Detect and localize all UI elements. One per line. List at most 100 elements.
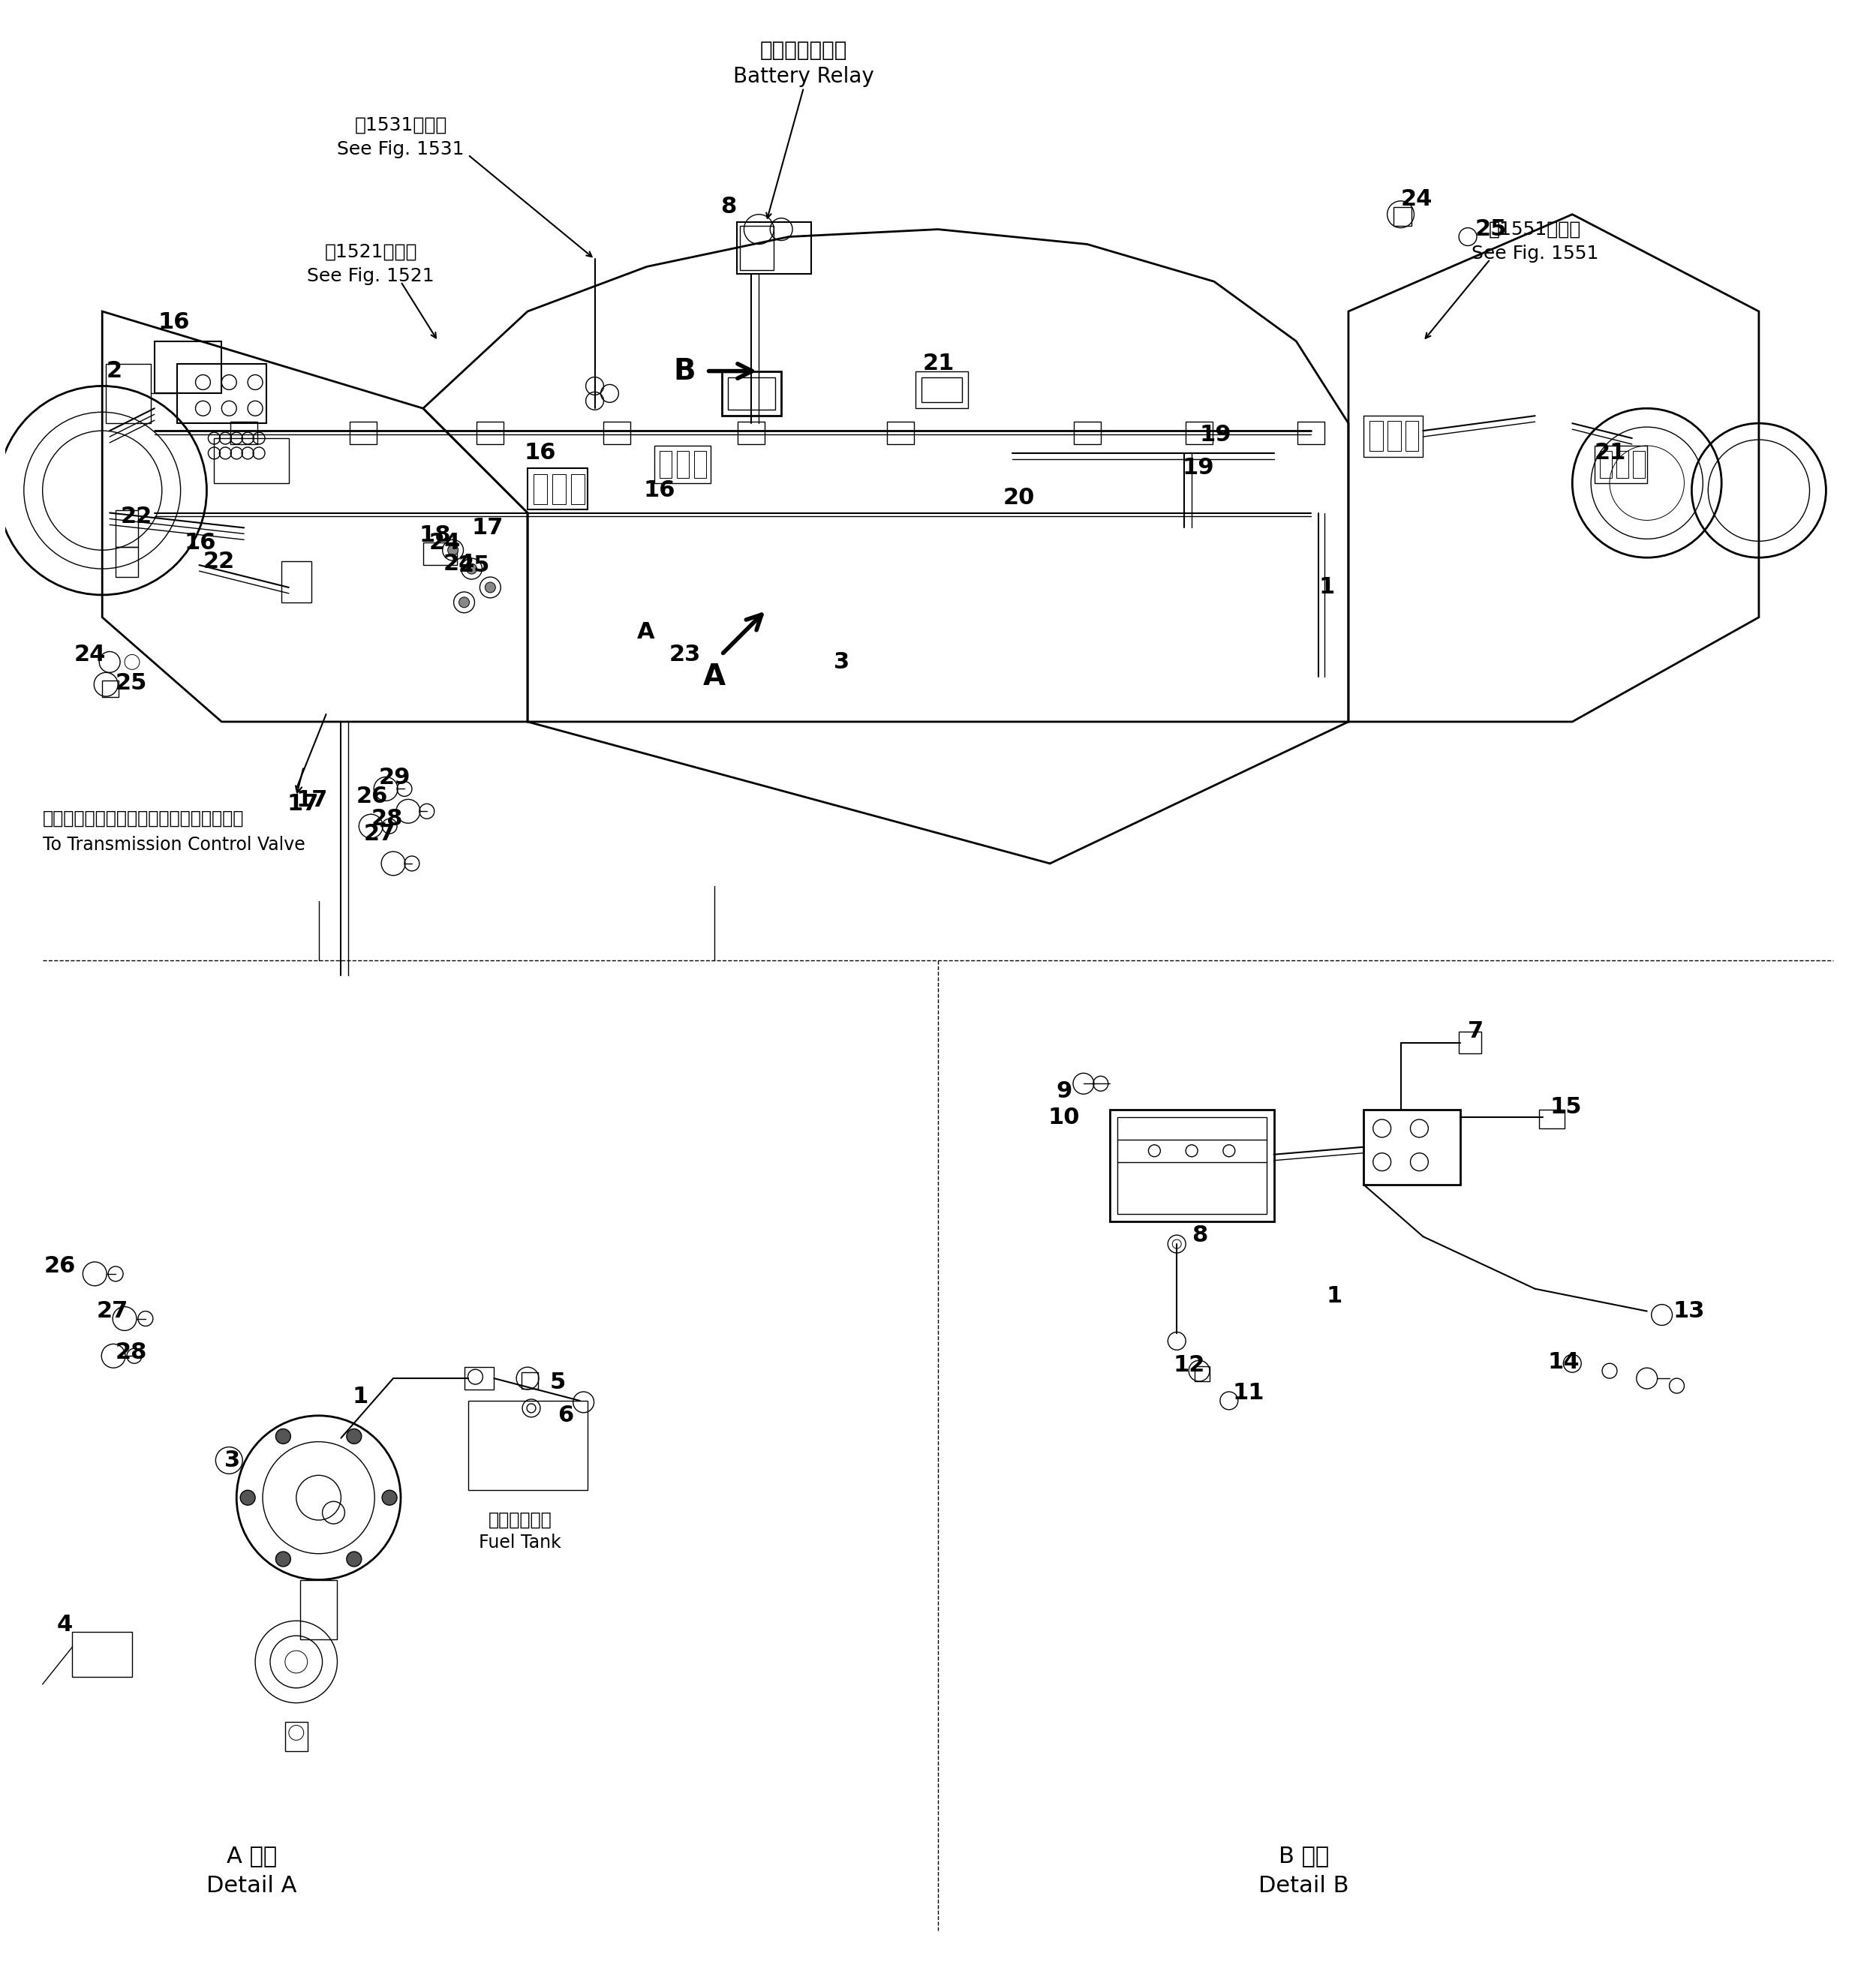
Circle shape: [276, 1429, 291, 1445]
Text: 8: 8: [720, 197, 737, 218]
Text: バッテリリレー: バッテリリレー: [760, 39, 848, 61]
Text: 17: 17: [287, 793, 319, 815]
Circle shape: [460, 596, 469, 608]
Text: 23: 23: [670, 644, 702, 665]
Text: 3: 3: [225, 1450, 240, 1472]
Bar: [1617, 451, 1628, 478]
Text: 19: 19: [1182, 457, 1214, 478]
Text: Detail A: Detail A: [206, 1876, 296, 1897]
Bar: [737, 421, 765, 445]
Circle shape: [467, 563, 477, 575]
Text: 21: 21: [1595, 443, 1626, 464]
Text: 17: 17: [471, 518, 503, 539]
Text: To Transmission Control Valve: To Transmission Control Valve: [43, 836, 306, 854]
Bar: [1405, 421, 1418, 451]
Text: 11: 11: [1233, 1382, 1264, 1403]
Text: 6: 6: [557, 1405, 574, 1427]
Text: See Fig. 1551: See Fig. 1551: [1471, 244, 1598, 264]
Text: トランスミッションコントロールバルブへ: トランスミッションコントロールバルブへ: [43, 809, 244, 829]
Bar: [604, 421, 630, 445]
Circle shape: [448, 545, 458, 555]
Text: 19: 19: [1199, 423, 1231, 445]
Bar: [463, 1368, 493, 1389]
Bar: [1109, 1110, 1274, 1222]
Bar: [1364, 1110, 1460, 1185]
Bar: [281, 561, 311, 602]
Text: See Fig. 1521: See Fig. 1521: [308, 268, 435, 285]
Bar: [101, 681, 118, 697]
Text: 24: 24: [443, 553, 475, 575]
Text: 24: 24: [428, 531, 460, 553]
Bar: [921, 378, 962, 401]
Text: 27: 27: [364, 823, 396, 844]
Text: 20: 20: [1004, 486, 1036, 510]
Bar: [1186, 421, 1212, 445]
Bar: [1116, 1118, 1266, 1214]
Text: 16: 16: [184, 531, 216, 553]
Bar: [887, 421, 914, 445]
Bar: [477, 421, 503, 445]
Bar: [522, 1372, 538, 1389]
Text: 13: 13: [1673, 1301, 1705, 1322]
Bar: [728, 378, 775, 409]
Text: 9: 9: [1056, 1080, 1073, 1102]
Text: 27: 27: [98, 1301, 128, 1322]
Bar: [176, 364, 266, 423]
Text: A: A: [704, 663, 726, 691]
Text: 24: 24: [1401, 189, 1433, 211]
Circle shape: [240, 1490, 255, 1506]
Bar: [552, 474, 567, 504]
Text: 22: 22: [120, 506, 152, 527]
Text: Battery Relay: Battery Relay: [734, 65, 874, 87]
Circle shape: [347, 1551, 362, 1567]
Text: See Fig. 1531: See Fig. 1531: [338, 140, 465, 159]
Bar: [1386, 421, 1401, 451]
Bar: [116, 547, 139, 577]
Bar: [105, 364, 150, 423]
Bar: [1600, 451, 1611, 478]
Text: 1: 1: [1319, 577, 1334, 598]
Bar: [231, 421, 257, 445]
Text: 25: 25: [1475, 218, 1506, 240]
Bar: [1538, 1110, 1565, 1128]
Text: 4: 4: [56, 1614, 73, 1635]
Bar: [677, 451, 688, 478]
Text: 3: 3: [833, 651, 850, 673]
Text: 29: 29: [379, 768, 411, 789]
Bar: [915, 372, 968, 409]
Text: 1: 1: [1326, 1285, 1341, 1307]
Text: 8: 8: [1191, 1224, 1208, 1246]
Bar: [1369, 421, 1383, 451]
Text: 第1521図参照: 第1521図参照: [325, 242, 416, 260]
Text: 7: 7: [1467, 1021, 1484, 1043]
Text: 第1551図参照: 第1551図参照: [1490, 220, 1581, 238]
Bar: [533, 474, 548, 504]
Bar: [116, 510, 139, 547]
Text: 5: 5: [550, 1372, 567, 1393]
Bar: [300, 1580, 338, 1639]
Text: 1: 1: [353, 1385, 368, 1407]
Text: フェルタンク: フェルタンク: [488, 1511, 552, 1529]
Text: 14: 14: [1548, 1350, 1580, 1374]
Bar: [1460, 1031, 1482, 1053]
Circle shape: [347, 1429, 362, 1445]
Bar: [351, 421, 377, 445]
Bar: [1632, 451, 1645, 478]
Bar: [1073, 421, 1101, 445]
Text: 16: 16: [523, 443, 555, 464]
Bar: [741, 226, 773, 270]
Bar: [467, 1401, 587, 1490]
Circle shape: [276, 1551, 291, 1567]
Bar: [660, 451, 672, 478]
Text: 15: 15: [1550, 1096, 1581, 1118]
Text: 28: 28: [371, 807, 403, 830]
Bar: [1364, 415, 1424, 457]
Bar: [285, 1722, 308, 1752]
Bar: [722, 372, 780, 415]
Text: 第1531図参照: 第1531図参照: [355, 116, 446, 134]
Text: A: A: [636, 622, 655, 644]
Text: 26: 26: [356, 785, 388, 807]
Circle shape: [486, 583, 495, 592]
Text: 2: 2: [105, 360, 122, 382]
Bar: [1595, 445, 1647, 482]
